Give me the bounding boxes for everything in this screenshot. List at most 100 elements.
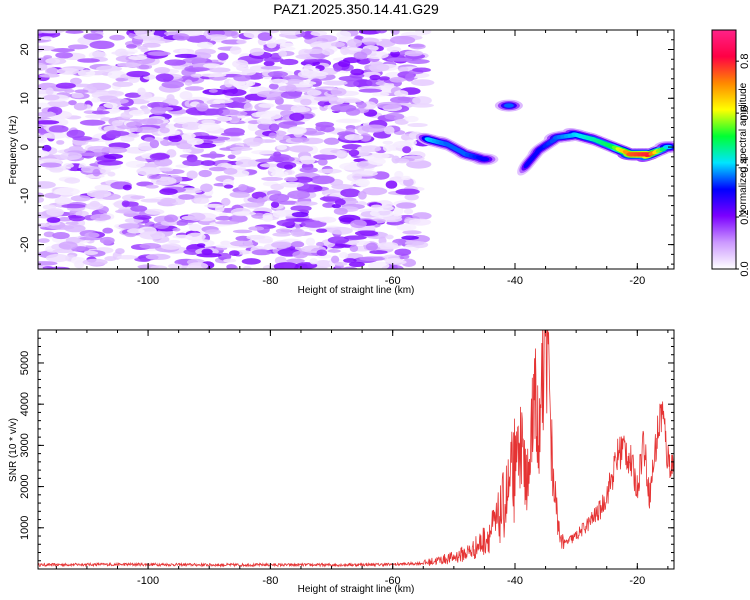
noise-blob xyxy=(223,258,237,263)
noise-blob xyxy=(359,256,386,262)
noise-blob xyxy=(126,121,143,129)
noise-blob xyxy=(187,262,209,269)
noise-blob xyxy=(376,30,388,34)
snr-point xyxy=(496,523,497,524)
snr-point xyxy=(533,391,534,392)
snr-point xyxy=(661,408,662,409)
noise-blob xyxy=(290,205,312,212)
noise-blob xyxy=(38,196,45,203)
snr-point xyxy=(453,557,454,558)
noise-blob xyxy=(91,110,110,115)
noise-blob xyxy=(122,184,132,191)
noise-blob xyxy=(222,88,247,97)
noise-blob xyxy=(38,45,56,51)
snr-point xyxy=(674,465,675,466)
noise-blob xyxy=(390,30,400,35)
noise-blob xyxy=(65,221,79,226)
noise-blob xyxy=(327,249,341,253)
snr-point xyxy=(423,563,424,564)
noise-blob xyxy=(43,132,67,139)
snr-point xyxy=(209,564,210,565)
noise-blob xyxy=(269,78,289,85)
snr-point xyxy=(649,496,650,497)
noise-blob xyxy=(94,192,105,200)
noise-blob xyxy=(196,41,214,49)
noise-blob xyxy=(415,30,424,37)
noise-blob xyxy=(236,39,247,45)
noise-blob xyxy=(63,147,87,155)
noise-blob xyxy=(268,123,280,132)
noise-blob xyxy=(200,160,216,166)
noise-blob xyxy=(38,238,50,243)
noise-blob xyxy=(412,96,432,105)
noise-blob xyxy=(161,81,185,89)
noise-blob xyxy=(239,202,264,208)
noise-blob xyxy=(107,171,116,177)
noise-blob xyxy=(196,102,209,112)
noise-blob xyxy=(272,210,287,218)
noise-blob xyxy=(365,242,378,251)
noise-blob xyxy=(214,220,240,225)
noise-blob xyxy=(148,174,161,180)
noise-blob xyxy=(160,243,182,250)
noise-blob xyxy=(147,51,171,56)
noise-blob xyxy=(273,262,299,269)
noise-blob xyxy=(363,41,377,46)
noise-blob xyxy=(396,223,417,231)
snr-series-line xyxy=(38,330,674,568)
snr-y-tick-label: 4000 xyxy=(19,392,31,416)
noise-blob xyxy=(273,151,282,158)
noise-blob xyxy=(115,248,125,255)
noise-blob xyxy=(43,94,60,101)
noise-blob xyxy=(112,81,134,88)
snr-point xyxy=(576,536,577,537)
noise-blob xyxy=(218,212,228,217)
noise-blob xyxy=(404,240,425,246)
noise-blob xyxy=(286,258,305,264)
snr-point xyxy=(472,550,473,551)
colorbar-tick-label: 0.2 xyxy=(739,209,750,224)
snr-point xyxy=(667,459,668,460)
signal-blob xyxy=(662,144,673,150)
noise-blob xyxy=(130,195,146,200)
noise-blob xyxy=(205,34,228,41)
noise-blob xyxy=(119,223,140,230)
noise-blob xyxy=(45,58,61,64)
snr-point xyxy=(588,523,589,524)
noise-blob xyxy=(343,235,367,240)
noise-blob xyxy=(167,239,181,244)
noise-blob xyxy=(230,240,254,247)
noise-blob xyxy=(276,144,288,151)
noise-blob xyxy=(178,194,195,200)
noise-blob xyxy=(289,112,305,122)
noise-blob xyxy=(268,132,277,139)
snr-panel: -100 -80 -60 -40 -20 1000 2000 3000 4000 5000 He… xyxy=(8,329,675,595)
noise-blob xyxy=(188,223,202,232)
snr-point xyxy=(612,474,613,475)
noise-blob xyxy=(103,239,112,245)
noise-blob xyxy=(385,180,398,189)
noise-blob xyxy=(124,232,137,238)
noise-blob xyxy=(89,40,115,50)
noise-blob xyxy=(150,106,167,115)
noise-blob xyxy=(38,223,50,228)
noise-blob xyxy=(241,258,261,265)
noise-blob xyxy=(194,135,219,140)
colorbar-ticks: 0.0 0.2 0.4 0.6 0.8 xyxy=(736,54,750,277)
noise-blob xyxy=(126,44,138,49)
noise-blob xyxy=(382,144,394,152)
noise-blob xyxy=(216,116,233,122)
noise-blob xyxy=(368,157,386,166)
noise-blob xyxy=(193,197,210,204)
noise-blob xyxy=(46,208,65,217)
noise-blob xyxy=(355,35,364,40)
noise-blob xyxy=(396,202,417,209)
noise-blob xyxy=(410,103,435,108)
noise-blob xyxy=(83,250,99,256)
colorbar-label: Normalized spectral amplitude xyxy=(738,82,749,217)
noise-blob xyxy=(260,113,282,120)
noise-blob xyxy=(55,82,76,89)
noise-blob xyxy=(220,240,231,246)
